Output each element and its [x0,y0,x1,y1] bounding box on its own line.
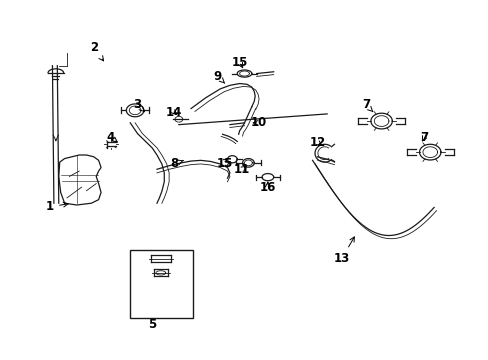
Text: 16: 16 [259,181,275,194]
Bar [130,249,193,318]
Text: 4: 4 [106,131,118,144]
Text: 5: 5 [148,318,156,331]
Text: 15: 15 [216,157,233,170]
Text: 9: 9 [213,70,224,83]
Text: 13: 13 [333,237,354,265]
Text: 6: 6 [177,289,185,303]
Text: 15: 15 [231,55,247,69]
Text: 10: 10 [250,116,266,129]
Text: 7: 7 [361,99,372,112]
Text: 12: 12 [309,136,325,149]
Text: 7: 7 [420,131,427,144]
Text: 2: 2 [89,41,103,61]
Text: 11: 11 [233,163,250,176]
Text: 8: 8 [169,157,183,170]
Text: 3: 3 [133,99,144,112]
Text: 1: 1 [46,200,68,213]
Text: 14: 14 [165,105,182,119]
